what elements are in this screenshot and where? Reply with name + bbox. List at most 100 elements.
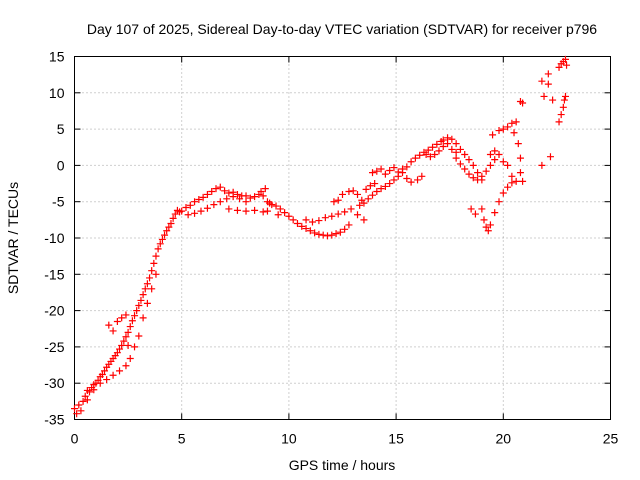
data-point (347, 205, 355, 213)
data-point (364, 195, 372, 203)
data-point (143, 280, 151, 288)
data-point (208, 188, 216, 196)
data-point (302, 216, 310, 224)
data-point (439, 136, 447, 144)
data-point (448, 135, 456, 143)
data-point (266, 199, 274, 207)
data-point (203, 190, 211, 198)
data-point (251, 193, 259, 201)
data-point (233, 190, 241, 198)
data-point (482, 223, 490, 231)
data-point (461, 151, 469, 159)
data-point (281, 209, 289, 217)
data-point (456, 145, 464, 153)
data-point (467, 205, 475, 213)
y-tick-label: -20 (44, 303, 64, 319)
data-point (81, 392, 89, 400)
data-point (373, 167, 381, 175)
data-point (390, 176, 398, 184)
data-point (456, 160, 464, 168)
data-point (540, 92, 548, 100)
x-axis-title: GPS time / hours (289, 457, 396, 473)
data-point (559, 103, 567, 111)
data-point (315, 217, 323, 225)
data-point (131, 312, 139, 320)
data-point (555, 118, 563, 126)
data-point (118, 314, 126, 322)
data-point (315, 230, 323, 238)
data-point (403, 174, 411, 182)
data-point (508, 179, 516, 187)
data-point (113, 317, 121, 325)
data-point (276, 205, 284, 213)
data-point (122, 333, 130, 341)
data-point (79, 397, 87, 405)
data-point (510, 129, 518, 137)
data-point (124, 328, 132, 336)
data-point (561, 55, 569, 63)
data-point (137, 296, 145, 304)
data-point (504, 123, 512, 131)
x-tick-label: 25 (603, 431, 619, 447)
x-tick-label: 10 (281, 431, 297, 447)
data-point (156, 240, 164, 248)
data-point (77, 407, 85, 415)
data-point (73, 410, 81, 418)
data-point (354, 211, 362, 219)
data-point (414, 176, 422, 184)
data-point (143, 299, 151, 307)
data-point (538, 161, 546, 169)
data-point (191, 209, 199, 217)
data-point (120, 337, 128, 345)
data-point (435, 147, 443, 155)
data-point (171, 210, 179, 218)
data-point (71, 405, 78, 413)
x-tick-label: 0 (71, 431, 79, 447)
data-point (225, 205, 233, 213)
data-point (257, 188, 265, 196)
data-point (418, 172, 426, 180)
data-point (495, 127, 503, 135)
x-tick-label: 5 (178, 431, 186, 447)
data-point (334, 196, 342, 204)
data-point (452, 154, 460, 162)
data-point (480, 216, 488, 224)
data-point (345, 188, 353, 196)
data-point (101, 367, 109, 375)
data-point (83, 386, 91, 394)
data-point (272, 202, 280, 210)
data-point (261, 185, 269, 193)
data-point (360, 199, 368, 207)
data-point (124, 341, 132, 349)
data-point (407, 158, 415, 166)
data-point (103, 376, 111, 384)
data-point (519, 177, 527, 185)
data-point (336, 228, 344, 236)
data-point (178, 207, 186, 215)
data-point (345, 221, 353, 229)
data-point (216, 198, 224, 206)
data-point (135, 332, 143, 340)
data-point (478, 205, 486, 213)
data-point (377, 185, 385, 193)
data-point (131, 343, 139, 351)
data-point (150, 259, 158, 267)
data-point (139, 314, 147, 322)
data-point (246, 194, 254, 202)
data-point (289, 216, 297, 224)
data-point (429, 143, 437, 151)
data-point (512, 118, 520, 126)
data-point (122, 311, 130, 319)
data-point (274, 211, 282, 219)
data-point (285, 212, 293, 220)
data-point (98, 370, 106, 378)
data-point (199, 193, 207, 201)
grid (74, 56, 611, 420)
data-point (544, 70, 552, 78)
data-point (302, 225, 310, 233)
data-point (354, 190, 362, 198)
data-point (356, 201, 364, 209)
data-point (495, 198, 503, 206)
x-tick-label: 15 (388, 431, 404, 447)
